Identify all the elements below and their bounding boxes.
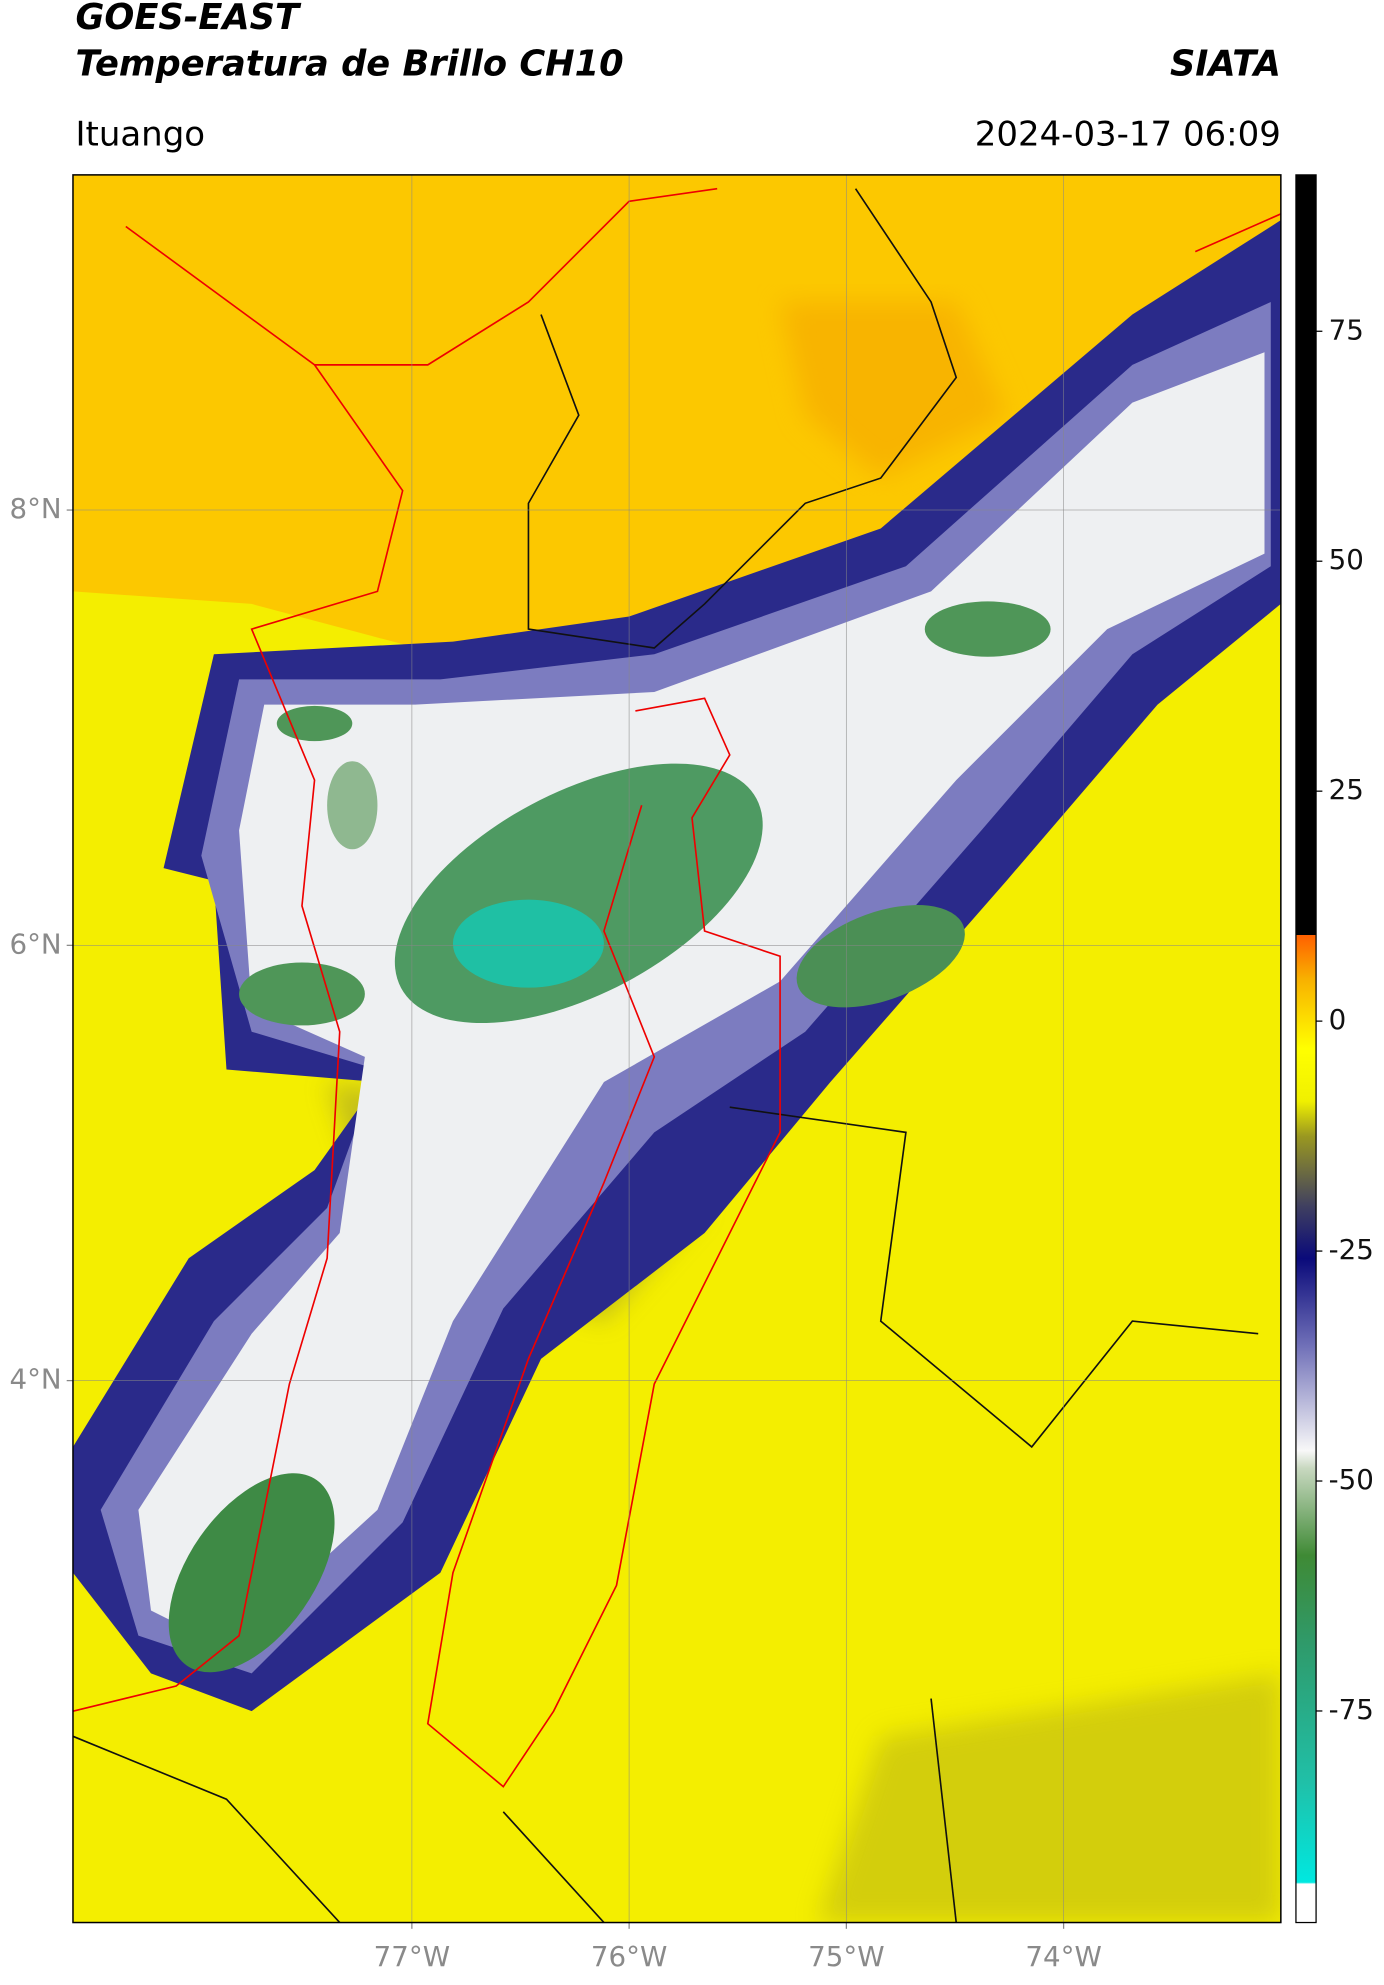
map-image <box>72 174 1281 1923</box>
x-tick-label: 74°W <box>1025 1940 1101 1973</box>
colorbar-tick-label: -25 <box>1329 1233 1374 1266</box>
y-tick-label: 6°N <box>9 927 61 960</box>
colorbar-tick-label: 0 <box>1329 1003 1347 1036</box>
map-frame <box>72 174 1282 1924</box>
y-tick-label: 4°N <box>9 1363 61 1396</box>
x-tick-label: 76°W <box>591 1940 667 1973</box>
institution: SIATA <box>1170 43 1281 84</box>
x-tick-label: 75°W <box>808 1940 884 1973</box>
colorbar-tick-label: -75 <box>1329 1693 1374 1726</box>
colorbar-tick-label: 25 <box>1329 773 1364 806</box>
colorbar <box>1295 174 1317 1924</box>
x-tick-label: 77°W <box>374 1940 450 1973</box>
colorbar-tick-label: 50 <box>1329 543 1364 576</box>
title: GOES-EAST <box>75 0 302 38</box>
colorbar-tick-label: 75 <box>1329 313 1364 346</box>
colorbar-tick-label: -50 <box>1329 1463 1374 1496</box>
subtitle: Temperatura de Brillo CH10 <box>75 43 623 84</box>
location: Ituango <box>75 114 205 154</box>
canvas: GOES-EAST Temperatura de Brillo CH10 SIA… <box>9 0 1373 1973</box>
datetime: 2024-03-17 06:09 <box>975 114 1281 154</box>
y-tick-label: 8°N <box>9 492 61 525</box>
grid: 77°W 76°W 75°W 74°W 4°N 6°N 8°N -75 -50 -25 0 25 50 7… <box>9 174 1374 1973</box>
